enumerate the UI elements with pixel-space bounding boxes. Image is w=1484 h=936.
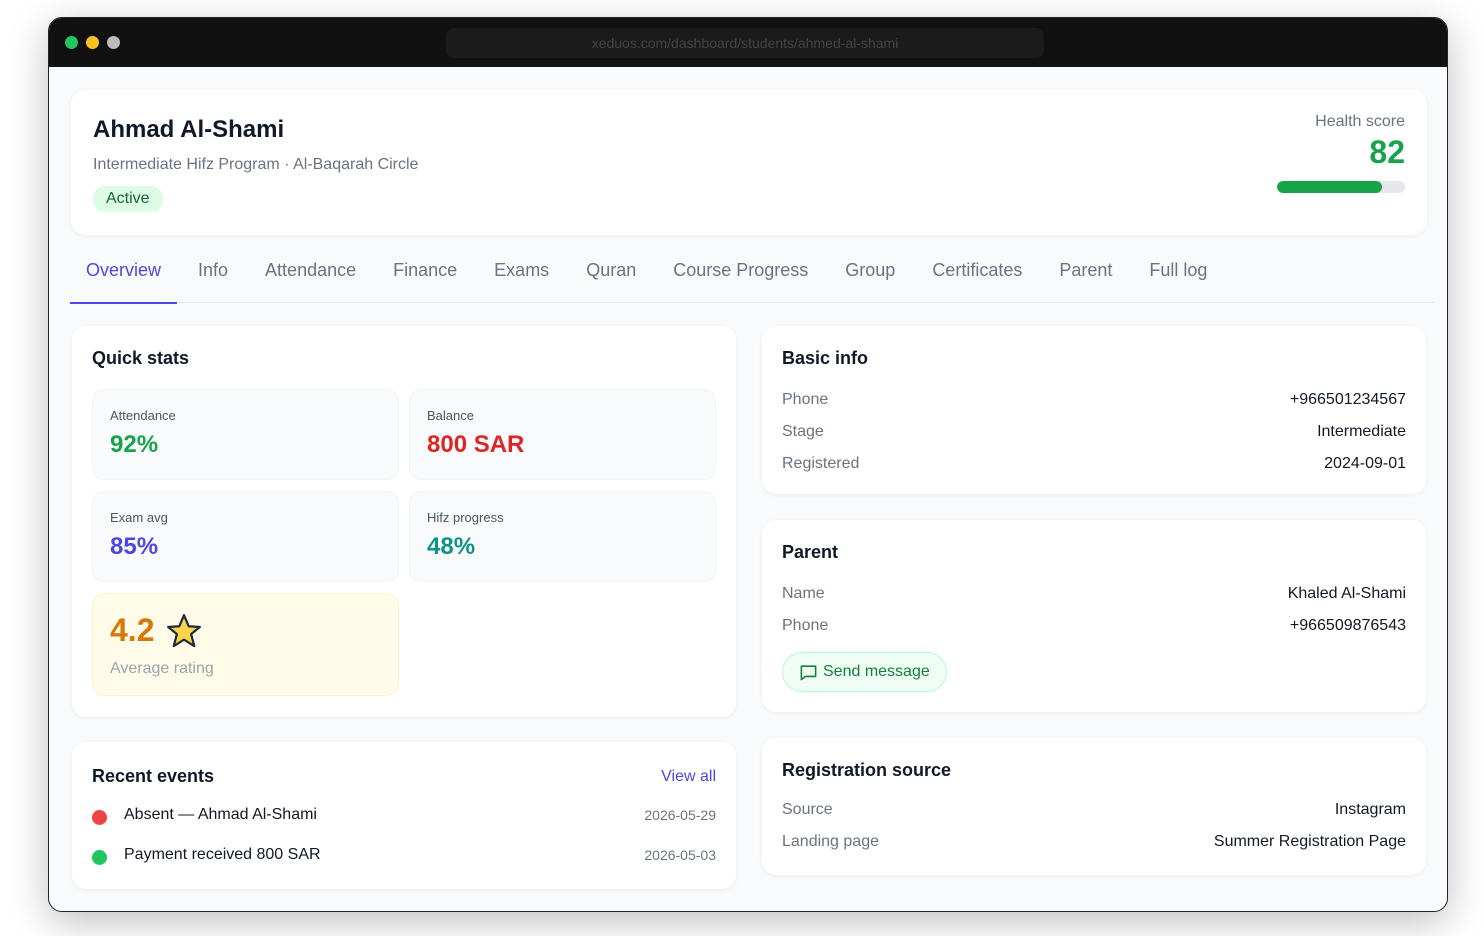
stat-value: 92%: [110, 431, 159, 458]
info-label: Stage: [782, 423, 824, 440]
tab[interactable]: Quran: [586, 260, 637, 280]
info-value: Khaled Al-Shami: [1287, 585, 1406, 602]
quick-stats-card: Quick stats Attendance 92% Balance 800 SAR E…: [72, 326, 736, 717]
basic-info-card: Basic info Phone +966501234567 Stage Interm…: [762, 326, 1426, 494]
subtitle: Intermediate Hifz Program · Al-Baqarah C…: [93, 156, 419, 173]
card-title: Registration source: [782, 760, 952, 780]
health-bar: [1277, 181, 1382, 193]
tab[interactable]: Full log: [1149, 260, 1208, 280]
info-rows: Phone +966501234567 Stage Intermediate Regis…: [782, 384, 1406, 480]
student-name: Ahmad Al-Shami: [93, 116, 285, 143]
tab[interactable]: Parent: [1059, 260, 1113, 280]
status-badge: Active: [93, 186, 163, 212]
info-label: Name: [782, 585, 825, 602]
tab[interactable]: Group: [845, 260, 896, 280]
event-text: Payment received 800 SAR: [124, 846, 321, 863]
info-row: Landing page Summer Registration Page: [782, 826, 1406, 858]
card-title: Recent events: [92, 766, 215, 786]
event-date: 2026-05-29: [644, 807, 716, 823]
info-rows: Source Instagram Landing page Summer Regist…: [782, 794, 1406, 858]
health-track: [1277, 181, 1405, 193]
info-rows: Name Khaled Al-Shami Phone +966509876543: [782, 578, 1406, 642]
tab[interactable]: Info: [198, 260, 229, 280]
stat-label: Attendance: [110, 408, 176, 423]
title-bar: xeduos.com/dashboard/students/ahmed-al-s…: [49, 18, 1447, 67]
health-value: 82: [1369, 134, 1405, 170]
rating-label: Average rating: [110, 660, 214, 677]
info-value: Instagram: [1334, 801, 1406, 818]
card-title: Basic info: [782, 348, 869, 368]
health-label: Health score: [1315, 113, 1405, 130]
info-row: Phone +966501234567: [782, 384, 1406, 416]
info-value: Summer Registration Page: [1213, 833, 1406, 850]
stat-value: 800 SAR: [427, 431, 525, 458]
rating-value: 4.2: [110, 612, 155, 648]
stat-tile: Balance 800 SAR: [409, 389, 716, 480]
window-dot[interactable]: [107, 36, 120, 49]
tab-bar: Overview Info Attendance Finance Exams Quran C…: [70, 254, 1434, 304]
window-dot[interactable]: [65, 36, 78, 49]
card-title: Quick stats: [92, 348, 190, 368]
stat-tile: Hifz progress 48%: [409, 491, 716, 582]
info-label: Registered: [782, 455, 860, 472]
info-row: Name Khaled Al-Shami: [782, 578, 1406, 610]
rating-tile: 4.2 Average rating: [92, 593, 399, 696]
header-card: Ahmad Al-Shami Intermediate Hifz Program…: [71, 90, 1427, 235]
tab[interactable]: Finance: [393, 260, 458, 280]
stat-value: 85%: [110, 533, 159, 560]
info-value: Intermediate: [1317, 423, 1406, 440]
stat-value: 48%: [427, 533, 476, 560]
info-label: Phone: [782, 391, 829, 408]
registration-card: Registration source Source Instagram Landi…: [762, 738, 1426, 875]
card-title: Parent: [782, 542, 839, 562]
tab[interactable]: Certificates: [932, 260, 1023, 280]
tab[interactable]: Attendance: [265, 260, 357, 280]
chat-icon: [800, 665, 817, 681]
info-label: Phone: [782, 617, 829, 634]
stat-tile: Exam avg 85%: [92, 491, 399, 582]
event-text: Absent — Ahmad Al-Shami: [124, 806, 317, 823]
stat-tile: Attendance 92%: [92, 389, 399, 480]
star-icon: [167, 614, 201, 648]
info-label: Source: [782, 801, 833, 818]
stat-label: Exam avg: [110, 510, 168, 525]
stat-label: Balance: [427, 408, 474, 423]
address-bar[interactable]: xeduos.com/dashboard/students/ahmed-al-s…: [446, 28, 1044, 58]
view-all-link[interactable]: View all: [661, 768, 716, 785]
event-date: 2026-05-03: [644, 847, 716, 863]
tab[interactable]: Exams: [494, 260, 550, 280]
window-dot[interactable]: [86, 36, 99, 49]
info-value: +966501234567: [1289, 391, 1406, 408]
event-dot: [92, 850, 107, 865]
info-row: Source Instagram: [782, 794, 1406, 826]
send-message-button[interactable]: Send message: [782, 652, 947, 692]
info-row: Phone +966509876543: [782, 610, 1406, 642]
parent-card: Parent Name Khaled Al-Shami Phone +96650987…: [762, 520, 1426, 712]
stat-label: Hifz progress: [427, 510, 504, 525]
info-value: +966509876543: [1289, 617, 1406, 634]
button-label: Send message: [823, 663, 930, 680]
info-value: 2024-09-01: [1324, 455, 1406, 472]
info-label: Landing page: [782, 833, 879, 850]
info-row: Registered 2024-09-01: [782, 448, 1406, 480]
info-row: Stage Intermediate: [782, 416, 1406, 448]
browser-window: xeduos.com/dashboard/students/ahmed-al-s…: [48, 17, 1448, 912]
recent-events-card: Recent events View all Absent — Ahmad Al…: [72, 742, 736, 889]
event-dot: [92, 810, 107, 825]
tab[interactable]: Overview: [70, 254, 178, 304]
tab[interactable]: Course Progress: [673, 260, 809, 280]
